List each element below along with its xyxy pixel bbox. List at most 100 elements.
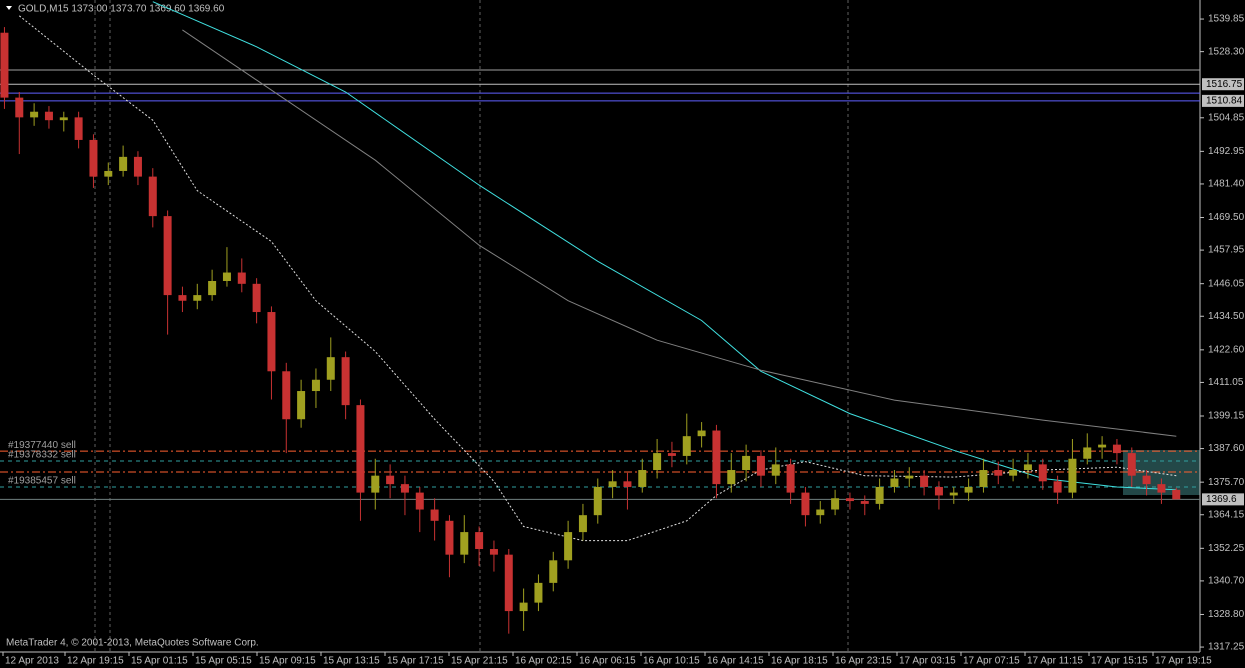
y-tick-label: 1492.95 [1208, 146, 1245, 157]
candle-body [15, 97, 24, 118]
candle-body [934, 486, 943, 496]
y-tick-label: 1539.85 [1208, 14, 1245, 25]
menu-arrow[interactable] [6, 6, 12, 10]
candle-body [979, 470, 988, 487]
candle-body [460, 532, 469, 555]
x-tick-label: 16 Apr 10:15 [643, 656, 700, 667]
price-tag [1202, 493, 1244, 506]
order-label: #19377440 sell [8, 440, 76, 451]
candle-body [608, 481, 617, 487]
candle-body [593, 486, 602, 516]
x-tick-label: 15 Apr 13:15 [323, 656, 380, 667]
candle-body [74, 117, 83, 140]
candle-body [667, 453, 676, 456]
candle-body [549, 560, 558, 583]
candle-body [742, 455, 751, 471]
candle-body [801, 492, 810, 516]
candle-body [1157, 484, 1166, 493]
candle-body [653, 453, 662, 471]
y-tick-label: 1457.95 [1208, 245, 1245, 256]
candle-body [178, 295, 187, 301]
candle-body [697, 430, 706, 437]
candle-body [638, 470, 647, 487]
y-tick-label: 1422.60 [1208, 344, 1245, 355]
candle-body [831, 498, 840, 510]
y-tick-label: 1434.50 [1208, 311, 1245, 322]
candle-body [89, 139, 98, 177]
x-tick-label: 15 Apr 09:15 [259, 656, 316, 667]
candle-body [59, 117, 68, 121]
candle-body [489, 549, 498, 555]
candle-body [1009, 470, 1018, 476]
candle-body [875, 486, 884, 504]
candle-body [504, 554, 513, 612]
candle-body [267, 312, 276, 372]
candle-body [1172, 489, 1181, 500]
candle-body [193, 295, 202, 301]
candle-body [386, 475, 395, 485]
x-tick-label: 17 Apr 19:15 [1155, 656, 1212, 667]
y-tick-label: 1340.70 [1208, 576, 1245, 587]
x-tick-label: 15 Apr 17:15 [387, 656, 444, 667]
candle-body [623, 481, 632, 487]
candle-body [1053, 481, 1062, 493]
moving-average [182, 29, 1177, 437]
x-tick-label: 12 Apr 2013 [5, 656, 59, 667]
y-tick-label: 1317.25 [1208, 642, 1245, 653]
candle-body [297, 391, 306, 420]
candle-body [430, 509, 439, 521]
x-tick-label: 16 Apr 02:15 [515, 656, 572, 667]
y-tick-label: 1352.25 [1208, 543, 1245, 554]
candle-body [534, 582, 543, 603]
candle-body [727, 470, 736, 485]
price-tag [1202, 78, 1244, 91]
price-tag-label: 1510.84 [1206, 96, 1243, 107]
candle-body [44, 111, 53, 121]
copyright: MetaTrader 4, © 2001-2013, MetaQuotes So… [6, 638, 259, 649]
candle-body [964, 486, 973, 493]
candle-body [415, 492, 424, 510]
candle-body [1127, 453, 1136, 476]
candle-body [252, 283, 261, 313]
candle-body [104, 170, 113, 177]
candle-body [1038, 464, 1047, 482]
y-tick-label: 1364.15 [1208, 509, 1245, 520]
period-separators [94, 0, 849, 652]
x-tick-label: 17 Apr 11:15 [1027, 656, 1083, 667]
candle-body [222, 272, 231, 282]
candle-body [400, 484, 409, 493]
candle-body [1023, 464, 1032, 471]
x-tick-label: 15 Apr 01:15 [131, 656, 188, 667]
candle-body [1098, 444, 1107, 448]
y-tick-label: 1504.85 [1208, 112, 1245, 123]
candle-body [208, 281, 217, 296]
x-tick-label: 16 Apr 23:15 [835, 656, 892, 667]
candle-body [148, 176, 157, 217]
y-tick-label: 1375.70 [1208, 477, 1245, 488]
candle-body [890, 478, 899, 487]
candle-body [1112, 444, 1121, 454]
x-tick-label: 17 Apr 15:15 [1091, 656, 1148, 667]
candle-body [445, 520, 454, 555]
y-tick-label: 1469.50 [1208, 212, 1245, 223]
candle-body [1068, 458, 1077, 493]
moving-average [152, 1, 1177, 491]
x-tick-label: 15 Apr 21:15 [451, 656, 508, 667]
candle-body [519, 602, 528, 612]
y-tick-label: 1399.15 [1208, 411, 1245, 422]
candle-body [0, 32, 9, 98]
candle-body [756, 455, 765, 476]
candle-body [475, 532, 484, 550]
candle-body [920, 475, 929, 487]
y-tick-label: 1481.40 [1208, 179, 1245, 190]
y-tick-label: 1328.80 [1208, 609, 1245, 620]
candle-body [994, 470, 1003, 476]
candle-body [564, 532, 573, 561]
candle-body [1142, 475, 1151, 485]
x-tick-label: 12 Apr 19:15 [67, 656, 124, 667]
candle-body [905, 475, 914, 479]
x-tick-label: 16 Apr 18:15 [771, 656, 828, 667]
